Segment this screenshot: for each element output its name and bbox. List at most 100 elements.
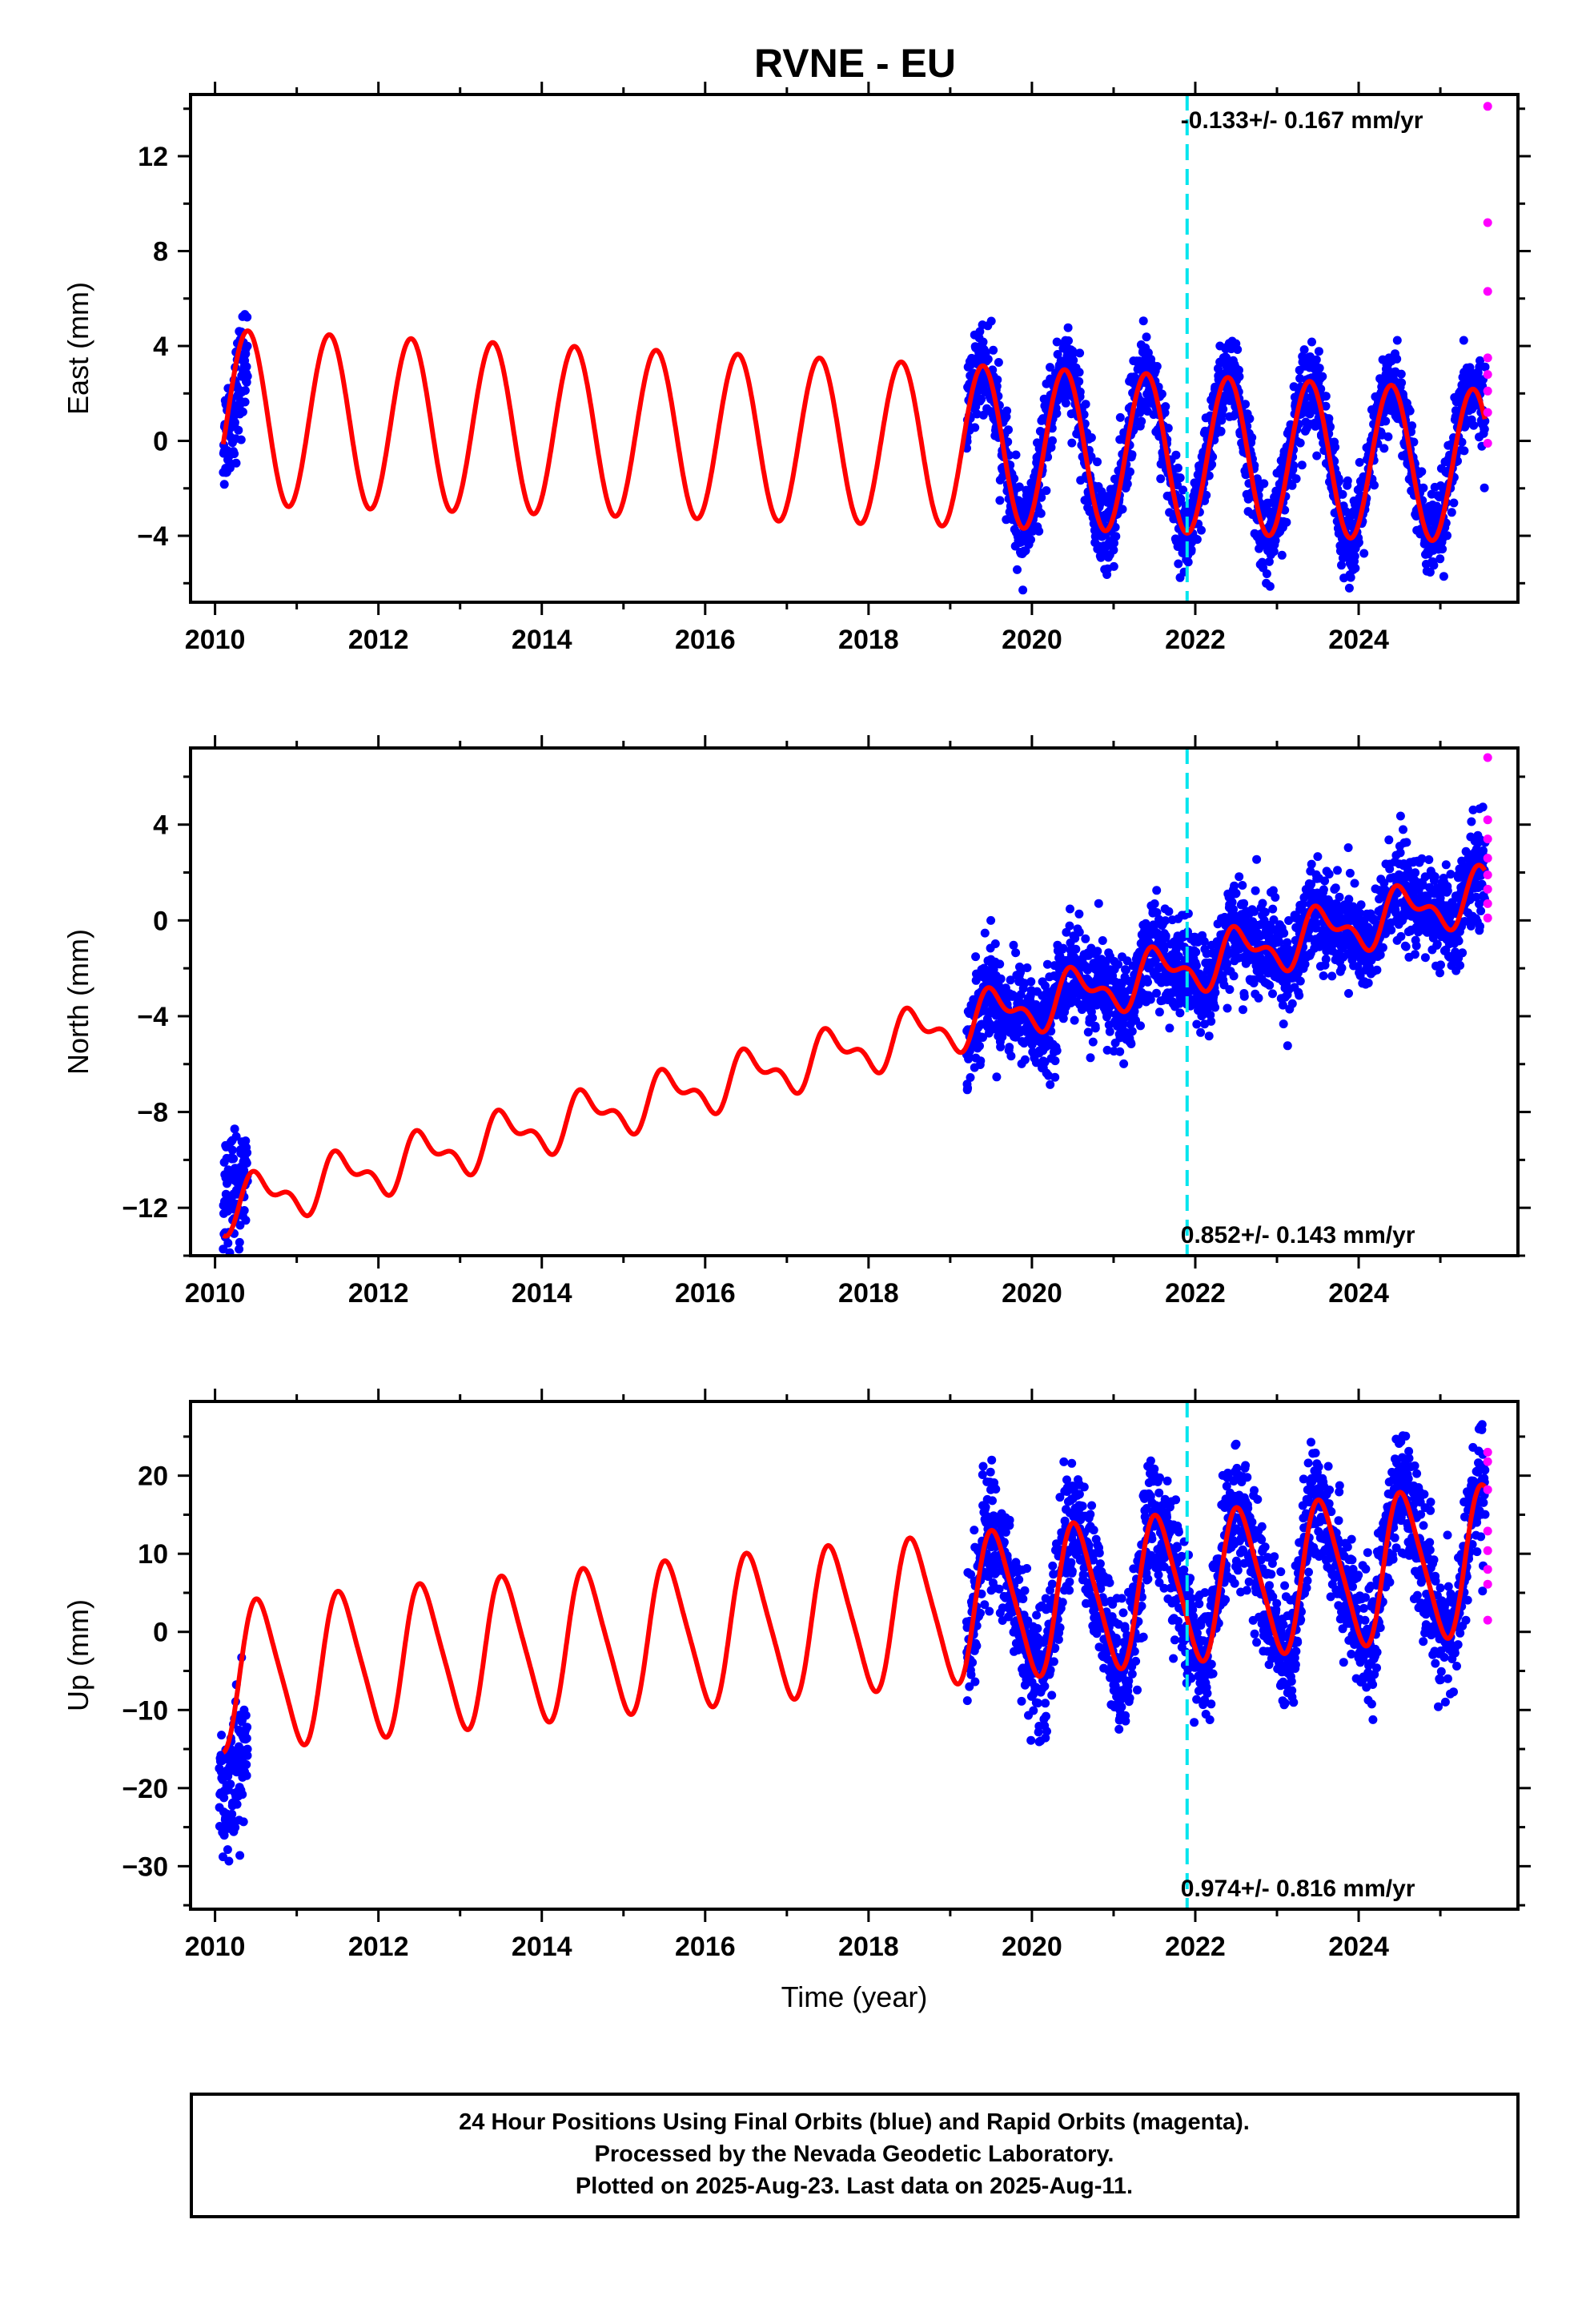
up-final-point: [242, 1771, 251, 1780]
north-final-point: [1321, 955, 1331, 964]
north-final-point: [1401, 942, 1411, 951]
east-final-point: [1282, 517, 1291, 527]
east-final-point: [1036, 509, 1046, 518]
up-final-point: [981, 1502, 990, 1512]
east-final-point: [989, 345, 998, 355]
north-final-point: [1052, 1046, 1062, 1055]
east-final-point: [1318, 372, 1327, 381]
east-final-point: [1314, 347, 1323, 356]
east-final-point: [1014, 482, 1024, 492]
east-rapid-point: [1483, 218, 1492, 227]
north-final-point: [1378, 943, 1387, 952]
up-final-point: [988, 1496, 997, 1506]
north-final-point: [1094, 899, 1103, 908]
up-final-point: [1048, 1561, 1058, 1570]
north-final-point: [1196, 1027, 1206, 1037]
north-final-point: [1070, 1015, 1079, 1025]
north-final-point: [1279, 928, 1289, 938]
north-final-point: [1410, 950, 1419, 959]
up-final-point: [1047, 1691, 1057, 1700]
north-final-point: [1441, 860, 1451, 870]
panel-east: 2010 2012 2014 2016 2018 2020 2022 2024−404812E…: [62, 82, 1531, 655]
north-y-tick-label: 0: [153, 906, 168, 936]
north-final-point: [1254, 993, 1263, 1003]
north-final-point: [1126, 1039, 1136, 1048]
up-final-point: [243, 1723, 252, 1732]
north-final-point: [1343, 843, 1353, 852]
east-final-point: [1326, 422, 1335, 432]
north-x-tick-label: 2014: [512, 1278, 572, 1309]
east-final-point: [1063, 323, 1073, 332]
east-final-point: [1443, 531, 1452, 541]
east-y-tick-label: −4: [137, 521, 168, 552]
east-final-point: [1197, 525, 1206, 535]
east-x-tick-label: 2014: [512, 625, 572, 655]
up-final-point: [991, 1485, 1001, 1494]
north-y-tick-label: −12: [122, 1193, 168, 1224]
east-final-point: [1344, 583, 1354, 593]
panels: 2010 2012 2014 2016 2018 2020 2022 2024−404812E…: [62, 82, 1531, 2013]
east-final-point: [1335, 476, 1344, 486]
north-final-point: [1231, 889, 1241, 898]
north-rapid-point: [1483, 815, 1492, 825]
east-final-point: [1259, 479, 1269, 489]
east-final-point: [1331, 442, 1340, 452]
east-final-point: [1312, 451, 1322, 460]
north-final-point: [227, 1145, 237, 1155]
east-rapid-point: [1483, 353, 1492, 363]
east-final-point: [1069, 356, 1078, 365]
east-rapid-point: [1483, 370, 1492, 380]
north-final-point: [1252, 854, 1262, 864]
north-final-point: [1268, 904, 1278, 914]
up-final-point: [1005, 1515, 1014, 1525]
east-final-point: [1110, 538, 1118, 548]
east-final-point: [1407, 421, 1417, 431]
east-final-point: [1086, 433, 1096, 442]
east-final-point: [1068, 346, 1078, 356]
east-final-point: [1157, 389, 1166, 399]
north-final-point: [1446, 870, 1456, 879]
east-final-point: [1048, 436, 1057, 445]
north-final-point: [1152, 886, 1162, 895]
east-final-point: [1295, 438, 1305, 448]
north-final-point: [1268, 989, 1277, 999]
east-final-point: [1354, 537, 1363, 547]
up-final-point: [1067, 1566, 1077, 1576]
north-final-point: [1313, 852, 1323, 862]
east-final-point: [1010, 474, 1019, 484]
north-final-point: [1150, 899, 1159, 908]
north-y-tick-label: 4: [153, 810, 168, 841]
north-final-point: [1436, 960, 1445, 970]
north-final-point: [1006, 1051, 1016, 1061]
north-final-point: [1191, 947, 1201, 957]
up-final-point: [970, 1526, 979, 1535]
east-final-point: [1460, 446, 1469, 456]
east-final-point: [1438, 545, 1447, 554]
up-final-point: [241, 1711, 251, 1720]
north-final-point: [1154, 1007, 1164, 1017]
east-final-point: [1118, 505, 1127, 514]
east-final-point: [1138, 316, 1148, 326]
north-final-point: [1161, 931, 1170, 941]
east-final-point: [234, 425, 243, 435]
north-final-point: [1225, 985, 1235, 995]
east-final-point: [231, 458, 241, 468]
up-final-point: [1026, 1735, 1036, 1745]
north-final-point: [1295, 991, 1304, 1000]
north-final-point: [1337, 963, 1347, 973]
east-final-point: [993, 375, 1002, 384]
east-final-point: [1447, 508, 1456, 517]
east-final-point: [1271, 536, 1280, 545]
east-final-point: [240, 397, 250, 407]
north-final-point: [243, 1148, 252, 1157]
north-final-point: [996, 1042, 1006, 1051]
east-final-point: [1186, 545, 1196, 554]
up-final-point: [1058, 1598, 1067, 1607]
north-final-point: [996, 974, 1006, 983]
up-final-point: [238, 1790, 247, 1799]
east-final-point: [1383, 432, 1393, 441]
north-final-point: [1239, 991, 1249, 1001]
up-final-point: [239, 1817, 248, 1827]
north-final-point: [1175, 1008, 1185, 1018]
east-final-point: [1343, 476, 1352, 485]
